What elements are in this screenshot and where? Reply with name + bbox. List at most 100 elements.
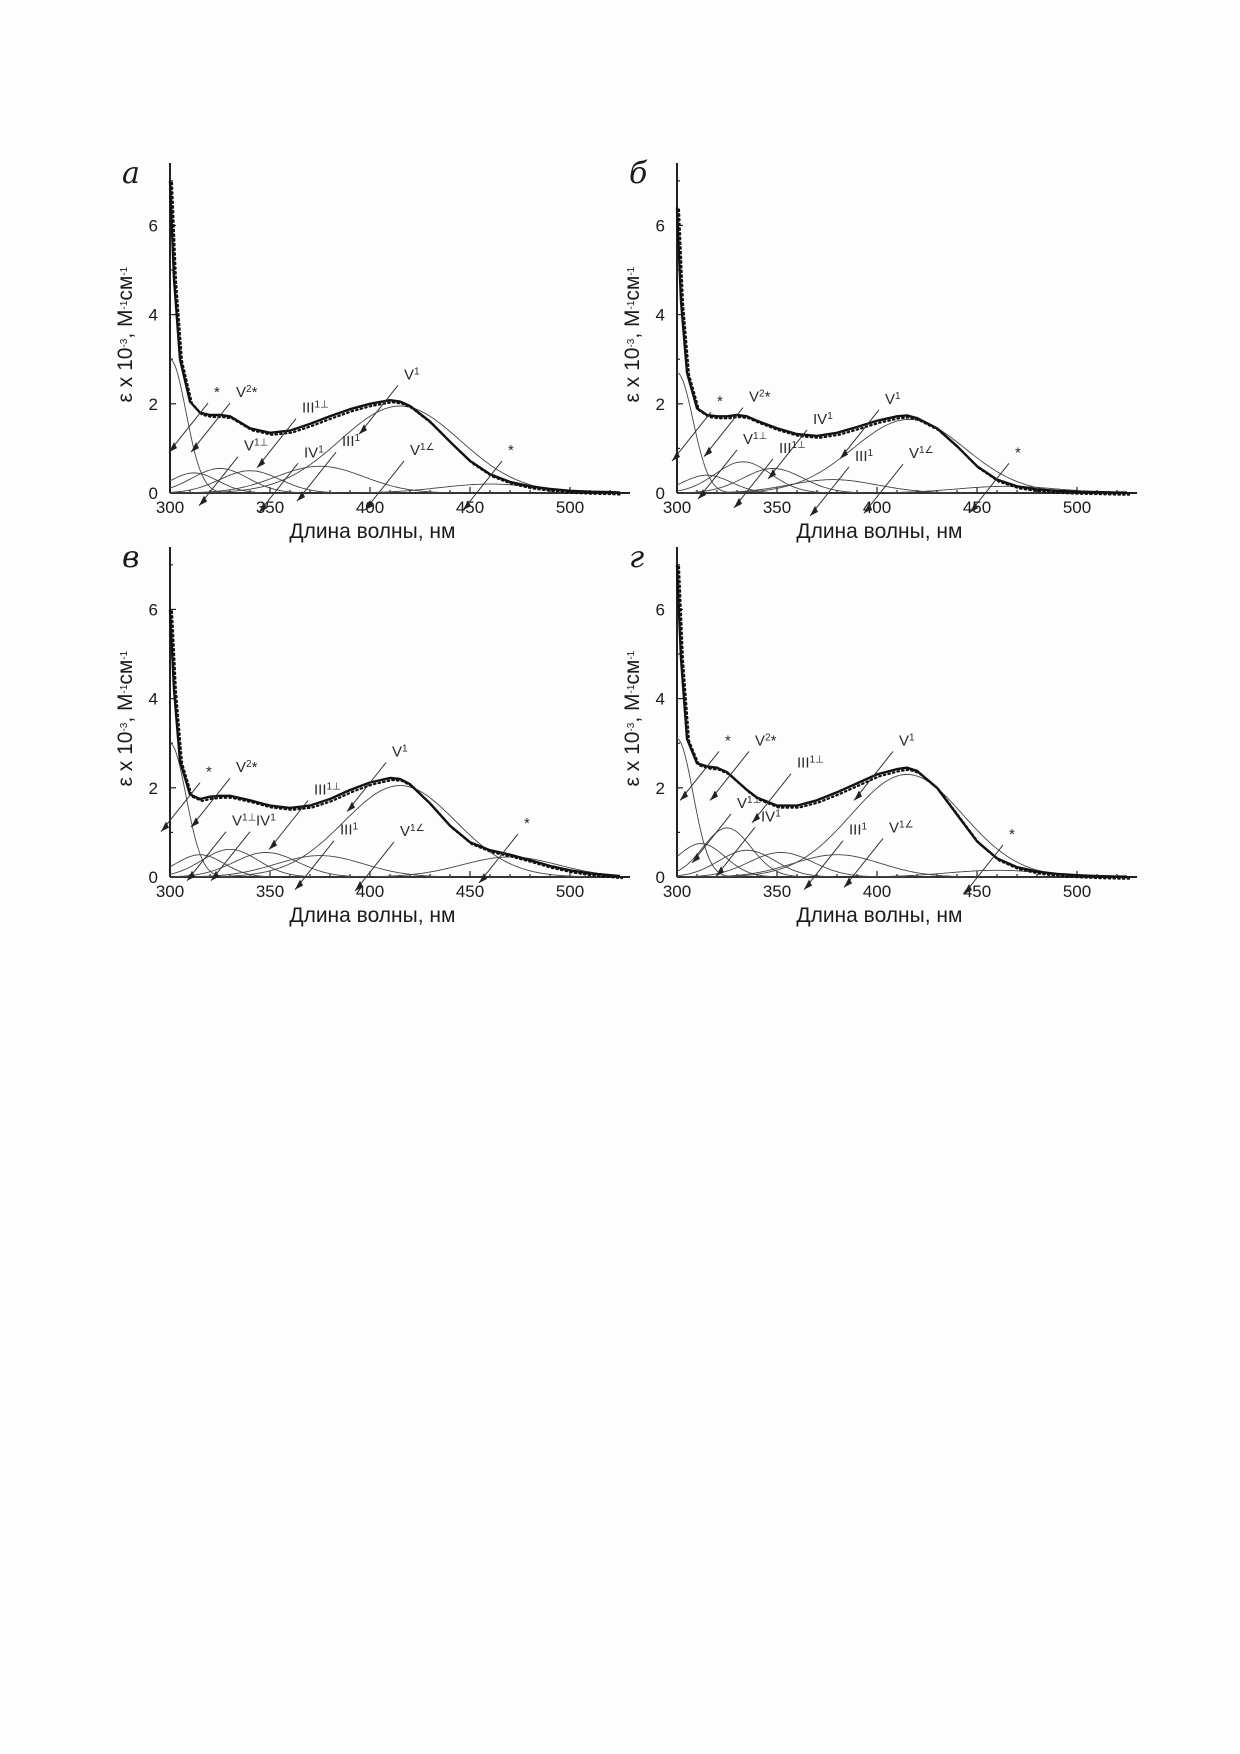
component-band: [170, 405, 620, 494]
x-tick-label: 500: [556, 498, 584, 517]
label-leader: [256, 418, 297, 469]
band-label: IV1: [813, 410, 833, 428]
label-leader: [843, 838, 884, 888]
panel-a: а3003504004505000246Длина волны, нмε x 1…: [114, 156, 630, 543]
label-arrowhead: [463, 500, 471, 511]
component-band: [170, 465, 620, 494]
band-label: *: [1009, 826, 1015, 843]
y-tick-label: 2: [656, 779, 665, 798]
x-axis-title: Длина волны, нм: [796, 520, 962, 543]
y-tick-label: 4: [656, 306, 665, 325]
label-arrowhead: [804, 879, 812, 890]
label-arrowhead: [359, 424, 367, 435]
band-label: V1⊥: [743, 430, 767, 448]
band-label: V2*: [755, 732, 777, 750]
envelope-curve: [168, 180, 621, 494]
label-leader: [478, 833, 519, 884]
label-leader: [294, 840, 335, 890]
x-tick-label: 300: [156, 498, 184, 517]
y-tick-label: 2: [149, 395, 158, 414]
x-tick-label: 450: [456, 882, 484, 901]
y-axis-title: ε x 10-3, М-1см-1: [621, 650, 644, 786]
band-label: V1: [392, 743, 408, 761]
label-leader: [190, 777, 231, 828]
label-leader: [809, 466, 850, 517]
label-arrowhead: [768, 468, 776, 479]
label-arrowhead: [854, 790, 862, 801]
band-label: III1: [855, 447, 874, 465]
label-arrowhead: [844, 877, 852, 888]
label-arrowhead: [257, 457, 265, 468]
label-arrowhead: [692, 852, 700, 863]
band-label: V1⊥: [232, 812, 256, 830]
y-tick-label: 6: [149, 216, 158, 235]
label-arrowhead: [734, 497, 742, 508]
panel-letter: г: [629, 540, 644, 575]
band-label: V1⊥: [737, 794, 761, 812]
label-arrowhead: [259, 502, 267, 513]
envelope-curve: [675, 207, 1127, 494]
label-arrowhead: [187, 870, 195, 881]
label-leader: [691, 813, 732, 864]
band-label: III1⊥: [314, 781, 341, 799]
label-arrowhead: [169, 442, 177, 453]
band-label: V2*: [236, 759, 258, 777]
band-label: IV1: [304, 444, 324, 462]
band-label: V2*: [236, 384, 258, 402]
band-label: V1: [404, 366, 420, 384]
y-tick-label: 6: [149, 600, 158, 619]
band-label: IV1: [761, 808, 781, 826]
label-leader: [346, 762, 387, 812]
label-leader: [709, 751, 750, 801]
fit-curve: [170, 610, 624, 880]
envelope-curve: [675, 564, 1127, 878]
band-label: III1⊥: [302, 399, 329, 417]
x-tick-label: 350: [256, 498, 284, 517]
label-leader: [963, 844, 1004, 895]
y-tick-label: 0: [656, 484, 665, 503]
band-label: V1: [899, 732, 915, 750]
fit-curve: [677, 208, 1131, 496]
x-tick-label: 400: [863, 498, 891, 517]
label-leader: [358, 384, 399, 435]
label-leader: [210, 831, 251, 882]
component-band: [677, 854, 1127, 878]
label-arrowhead: [191, 442, 199, 453]
label-leader: [268, 800, 309, 850]
label-arrowhead: [970, 502, 978, 513]
band-label: III1: [849, 821, 868, 839]
band-label: *: [206, 764, 212, 781]
y-tick-label: 0: [149, 868, 158, 887]
x-tick-label: 450: [456, 498, 484, 517]
y-tick-label: 2: [149, 779, 158, 798]
panel-letter: в: [122, 540, 139, 575]
label-arrowhead: [698, 488, 706, 499]
panel-letter: а: [122, 156, 140, 191]
y-tick-label: 0: [656, 868, 665, 887]
x-tick-label: 300: [156, 882, 184, 901]
x-tick-label: 500: [556, 882, 584, 901]
label-leader: [839, 409, 880, 460]
x-tick-label: 350: [763, 882, 791, 901]
component-band: [677, 485, 1127, 494]
y-tick-label: 6: [656, 600, 665, 619]
label-leader: [462, 460, 503, 511]
y-tick-label: 2: [656, 395, 665, 414]
component-band: [170, 785, 620, 878]
x-tick-label: 350: [763, 498, 791, 517]
x-axis-title: Длина волны, нм: [796, 904, 962, 927]
label-arrowhead: [211, 870, 219, 881]
y-tick-label: 6: [656, 216, 665, 235]
label-arrowhead: [672, 451, 680, 462]
label-arrowhead: [752, 812, 760, 823]
band-label: V1⊥: [244, 437, 268, 455]
label-arrowhead: [680, 790, 688, 801]
label-leader: [168, 402, 209, 453]
label-leader: [969, 463, 1010, 513]
band-label: *: [508, 442, 514, 459]
band-label: III1: [342, 433, 361, 451]
x-tick-label: 500: [1063, 498, 1091, 517]
label-leader: [679, 751, 720, 801]
